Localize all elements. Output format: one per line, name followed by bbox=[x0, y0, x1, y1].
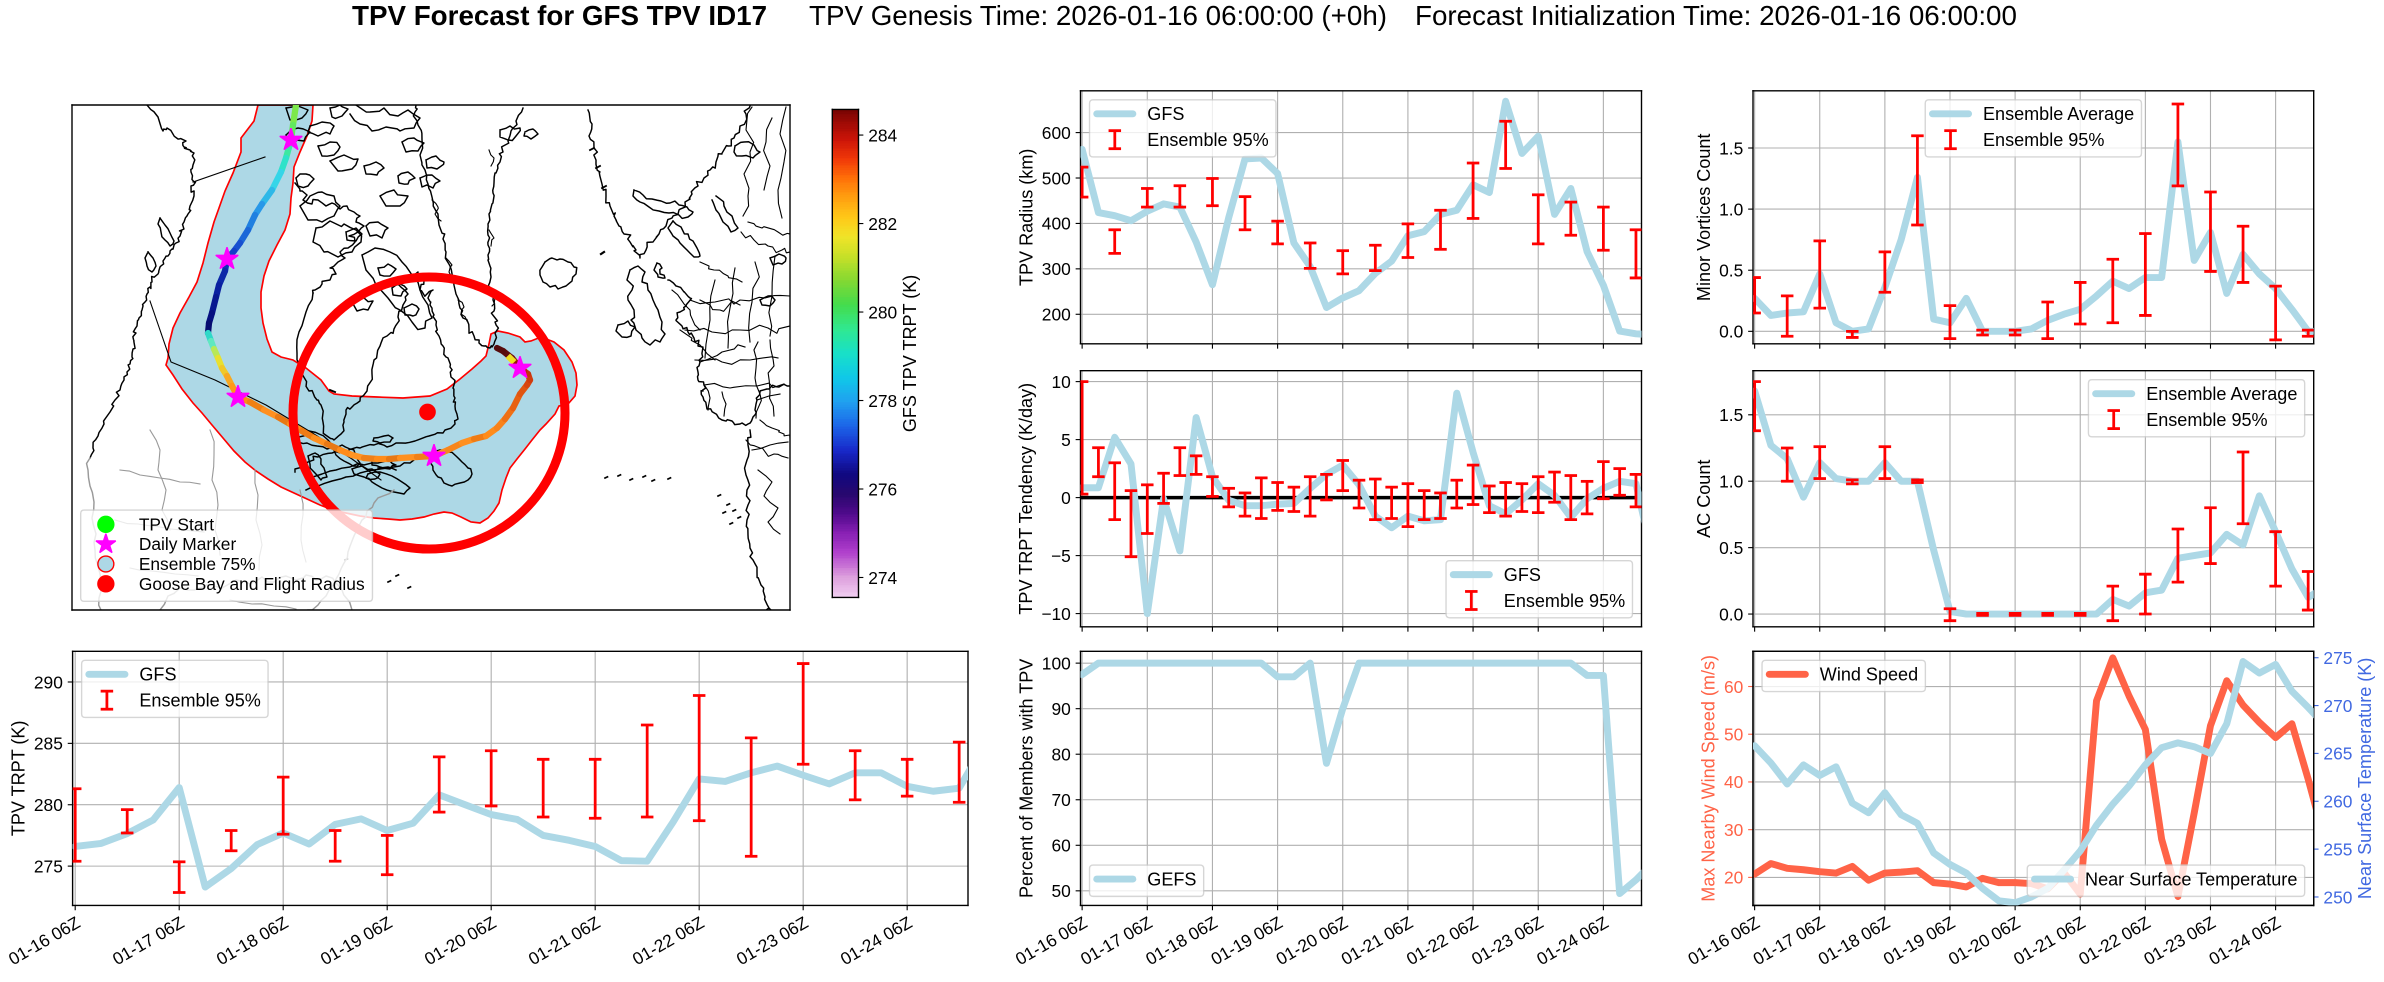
svg-text:300: 300 bbox=[1042, 259, 1071, 279]
svg-text:260: 260 bbox=[2323, 792, 2352, 812]
svg-text:TPV Radius (km): TPV Radius (km) bbox=[1017, 149, 1037, 286]
svg-text:280: 280 bbox=[868, 302, 897, 322]
svg-text:GFS TPV TRPT (K): GFS TPV TRPT (K) bbox=[900, 275, 920, 432]
svg-text:TPV TRPT Tendency (K/day): TPV TRPT Tendency (K/day) bbox=[1016, 383, 1036, 615]
svg-text:250: 250 bbox=[2323, 887, 2352, 907]
svg-text:10: 10 bbox=[1051, 372, 1070, 392]
svg-text:Forecast Initialization Time:: Forecast Initialization Time: 2026-01-16… bbox=[1415, 0, 2017, 31]
svg-text:GFS: GFS bbox=[1504, 565, 1541, 585]
svg-text:278: 278 bbox=[868, 391, 897, 411]
svg-text:GFS: GFS bbox=[1147, 104, 1184, 124]
svg-text:60: 60 bbox=[1724, 677, 1743, 697]
svg-text:275: 275 bbox=[34, 856, 63, 876]
svg-text:5: 5 bbox=[1061, 430, 1071, 450]
svg-text:60: 60 bbox=[1051, 836, 1070, 856]
svg-text:0.5: 0.5 bbox=[1719, 538, 1743, 558]
svg-text:GFS: GFS bbox=[139, 665, 176, 685]
svg-text:GEFS: GEFS bbox=[1147, 869, 1196, 889]
svg-text:20: 20 bbox=[1724, 868, 1743, 888]
svg-text:275: 275 bbox=[2323, 648, 2352, 668]
svg-text:90: 90 bbox=[1051, 699, 1070, 719]
svg-text:0.5: 0.5 bbox=[1719, 261, 1743, 281]
svg-text:0: 0 bbox=[1061, 488, 1071, 508]
svg-text:TPV Start: TPV Start bbox=[139, 514, 214, 534]
svg-text:Ensemble 75%: Ensemble 75% bbox=[139, 554, 256, 574]
svg-text:Near Surface Temperature (K): Near Surface Temperature (K) bbox=[2355, 658, 2375, 899]
svg-text:0.0: 0.0 bbox=[1719, 604, 1743, 624]
svg-text:70: 70 bbox=[1051, 790, 1070, 810]
svg-text:−5: −5 bbox=[1051, 546, 1071, 566]
svg-text:Ensemble Average: Ensemble Average bbox=[1983, 104, 2134, 124]
svg-text:Ensemble 95%: Ensemble 95% bbox=[2146, 410, 2267, 430]
svg-text:280: 280 bbox=[34, 795, 63, 815]
svg-text:100: 100 bbox=[1042, 653, 1071, 673]
svg-text:Ensemble 95%: Ensemble 95% bbox=[1147, 130, 1268, 150]
svg-text:TPV TRPT (K): TPV TRPT (K) bbox=[9, 721, 29, 837]
svg-text:Wind Speed: Wind Speed bbox=[1820, 665, 1918, 685]
svg-text:80: 80 bbox=[1051, 745, 1070, 765]
svg-text:500: 500 bbox=[1042, 168, 1071, 188]
svg-text:Near Surface Temperature: Near Surface Temperature bbox=[2085, 869, 2297, 889]
svg-text:30: 30 bbox=[1724, 820, 1743, 840]
svg-text:285: 285 bbox=[34, 734, 63, 754]
svg-text:Percent of Members with TPV: Percent of Members with TPV bbox=[1017, 659, 1037, 898]
svg-text:Ensemble 95%: Ensemble 95% bbox=[1983, 130, 2104, 150]
svg-text:Ensemble 95%: Ensemble 95% bbox=[139, 690, 260, 710]
svg-text:1.5: 1.5 bbox=[1719, 138, 1743, 158]
svg-text:Daily Marker: Daily Marker bbox=[139, 534, 237, 554]
svg-text:265: 265 bbox=[2323, 744, 2352, 764]
svg-text:400: 400 bbox=[1042, 214, 1071, 234]
svg-text:Max Nearby Wind Speed (m/s): Max Nearby Wind Speed (m/s) bbox=[1699, 655, 1719, 902]
svg-text:TPV Genesis Time: 2026-01-16 0: TPV Genesis Time: 2026-01-16 06:00:00 (+… bbox=[809, 0, 1387, 31]
svg-text:282: 282 bbox=[868, 214, 897, 234]
svg-text:274: 274 bbox=[868, 568, 897, 588]
svg-text:600: 600 bbox=[1042, 123, 1071, 143]
svg-text:290: 290 bbox=[34, 672, 63, 692]
svg-text:−10: −10 bbox=[1041, 604, 1070, 624]
svg-text:Ensemble Average: Ensemble Average bbox=[2146, 384, 2297, 404]
svg-text:1.0: 1.0 bbox=[1719, 199, 1743, 219]
svg-text:AC Count: AC Count bbox=[1694, 460, 1714, 538]
svg-text:276: 276 bbox=[868, 479, 897, 499]
svg-text:Minor Vortices Count: Minor Vortices Count bbox=[1694, 134, 1714, 302]
svg-text:1.5: 1.5 bbox=[1719, 405, 1743, 425]
svg-text:50: 50 bbox=[1724, 725, 1743, 745]
svg-text:255: 255 bbox=[2323, 839, 2352, 859]
svg-text:Goose Bay and Flight Radius: Goose Bay and Flight Radius bbox=[139, 574, 365, 594]
svg-text:Ensemble 95%: Ensemble 95% bbox=[1504, 591, 1625, 611]
svg-text:270: 270 bbox=[2323, 696, 2352, 716]
svg-text:200: 200 bbox=[1042, 305, 1071, 325]
svg-text:50: 50 bbox=[1051, 881, 1070, 901]
svg-text:284: 284 bbox=[868, 125, 897, 145]
svg-text:40: 40 bbox=[1724, 772, 1743, 792]
svg-text:TPV Forecast for GFS TPV ID17: TPV Forecast for GFS TPV ID17 bbox=[352, 0, 767, 31]
svg-text:0.0: 0.0 bbox=[1719, 322, 1743, 342]
svg-text:1.0: 1.0 bbox=[1719, 472, 1743, 492]
